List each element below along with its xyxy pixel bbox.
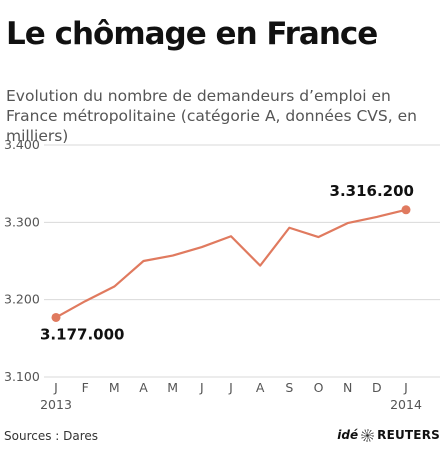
x-tick-label: J — [53, 380, 58, 395]
reuters-dots-icon — [361, 428, 375, 442]
x-tick-label: M — [167, 380, 178, 395]
x-tick-label: J — [199, 380, 204, 395]
x-year-label: 2014 — [390, 397, 422, 412]
chart-title: Le chômage en France — [6, 16, 378, 52]
y-tick-label: 3.100 — [4, 369, 40, 384]
endpoint-marker — [51, 312, 61, 322]
x-tick-label: A — [139, 380, 148, 395]
x-tick-label: S — [285, 380, 293, 395]
publisher-logo: idé REUTERS — [337, 428, 440, 442]
x-year-label: 2013 — [40, 397, 72, 412]
source-note: Sources : Dares — [4, 429, 99, 443]
x-tick-label: M — [109, 380, 120, 395]
x-tick-label: N — [343, 380, 352, 395]
x-tick-label: J — [403, 380, 408, 395]
data-label: 3.177.000 — [40, 325, 124, 343]
reuters-logo-text: REUTERS — [377, 428, 440, 442]
x-tick-label: J — [228, 380, 233, 395]
x-tick-label: F — [82, 380, 89, 395]
line-chart: 3.100 3.200 3.300 3.400 J F M A M J J A S O N D J 2013 201… — [4, 137, 440, 412]
chart-subtitle: Evolution du nombre de demandeurs d’empl… — [6, 87, 417, 145]
y-tick-label: 3.200 — [4, 292, 40, 307]
x-tick-label: A — [256, 380, 265, 395]
y-tick-label: 3.400 — [4, 137, 40, 152]
series-line — [55, 208, 407, 319]
y-tick-label: 3.300 — [4, 214, 40, 229]
x-tick-label: D — [372, 380, 382, 395]
endpoint-marker — [401, 205, 411, 215]
x-tick-label: O — [314, 380, 324, 395]
data-label: 3.316.200 — [330, 182, 414, 200]
ide-logo-text: idé — [337, 428, 359, 442]
